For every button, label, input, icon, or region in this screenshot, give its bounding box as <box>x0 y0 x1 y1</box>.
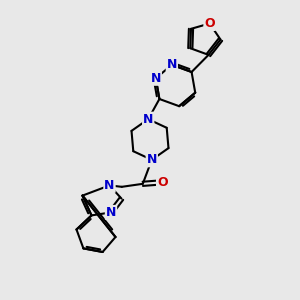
Text: O: O <box>157 176 168 189</box>
Text: N: N <box>167 58 177 71</box>
Text: O: O <box>204 17 215 30</box>
Text: N: N <box>151 72 161 85</box>
Text: N: N <box>104 179 115 192</box>
Text: N: N <box>106 206 116 219</box>
Text: N: N <box>147 153 157 166</box>
Text: N: N <box>143 113 153 126</box>
